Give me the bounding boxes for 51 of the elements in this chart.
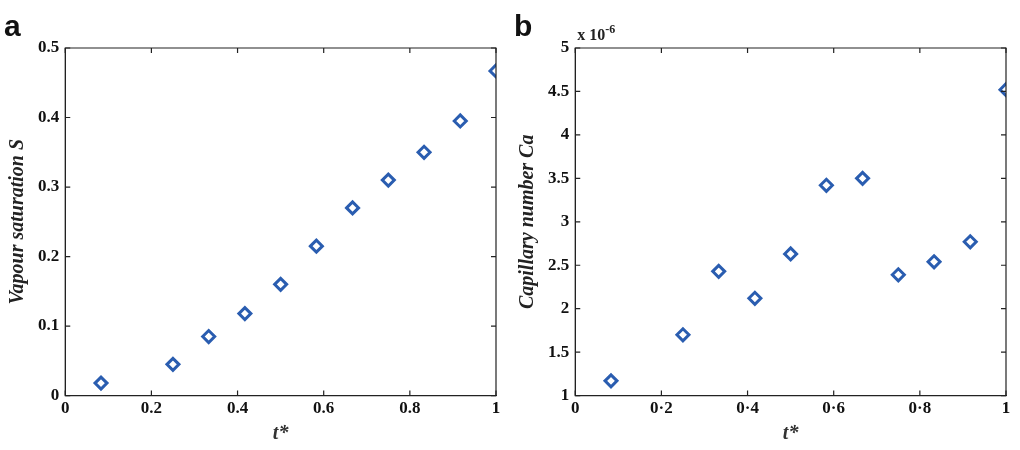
y-tick-label: 2.5 bbox=[548, 254, 570, 274]
point bbox=[416, 144, 432, 160]
point bbox=[783, 246, 799, 262]
point bbox=[308, 238, 324, 254]
x-tick-label: 0·2 bbox=[650, 398, 673, 418]
y-tick-label: 3.5 bbox=[548, 167, 570, 187]
point bbox=[675, 327, 691, 343]
point bbox=[452, 113, 468, 129]
chart-title: a bbox=[4, 9, 21, 43]
point bbox=[93, 375, 109, 391]
point bbox=[273, 276, 289, 292]
point bbox=[603, 373, 619, 389]
x-tick-label: 0·6 bbox=[822, 398, 846, 418]
y-tick-label: 4.5 bbox=[548, 80, 570, 100]
y-tick-label: 3 bbox=[560, 211, 570, 231]
y-tick-label: 0.4 bbox=[38, 106, 60, 126]
point bbox=[711, 263, 727, 279]
point bbox=[855, 170, 871, 186]
y-tick-label: 0.5 bbox=[38, 37, 60, 57]
point bbox=[962, 234, 978, 250]
point bbox=[380, 172, 396, 188]
y-tick-label: 1.5 bbox=[548, 341, 570, 361]
point bbox=[237, 306, 253, 322]
x-axis-title: t* bbox=[272, 421, 290, 444]
point bbox=[890, 267, 906, 283]
point bbox=[345, 200, 361, 216]
x-tick-label: 0·4 bbox=[736, 398, 760, 418]
point bbox=[747, 290, 763, 306]
x-tick-label: 1 bbox=[1001, 398, 1011, 418]
y-tick-label: 0.3 bbox=[38, 176, 60, 196]
x-tick-label: 1 bbox=[491, 398, 501, 418]
x-tick-label: 0.2 bbox=[140, 398, 163, 418]
y-tick-label: 0.2 bbox=[38, 245, 60, 265]
point bbox=[818, 177, 834, 193]
point bbox=[201, 329, 217, 345]
x-tick-label: 0·8 bbox=[908, 398, 932, 418]
y-tick-label: 5 bbox=[560, 37, 570, 57]
y-axis-title: Vapour saturation S bbox=[5, 138, 29, 305]
x-tick-label: 0.8 bbox=[399, 398, 421, 418]
x-tick-label: 0.4 bbox=[226, 398, 249, 418]
y-tick-label: 1 bbox=[560, 384, 570, 404]
y-tick-label: 0.1 bbox=[38, 315, 60, 335]
y-tick-label: 0 bbox=[50, 384, 60, 404]
point bbox=[926, 254, 942, 270]
y-tick-label: 4 bbox=[560, 124, 570, 144]
y-tick-label: 2 bbox=[560, 298, 570, 318]
chart-title: b bbox=[514, 9, 533, 43]
y-axis-title: Capillary number Ca bbox=[515, 134, 539, 310]
point bbox=[165, 356, 181, 372]
x-axis-title: t* bbox=[782, 421, 800, 444]
x-tick-label: 0.6 bbox=[313, 398, 335, 418]
